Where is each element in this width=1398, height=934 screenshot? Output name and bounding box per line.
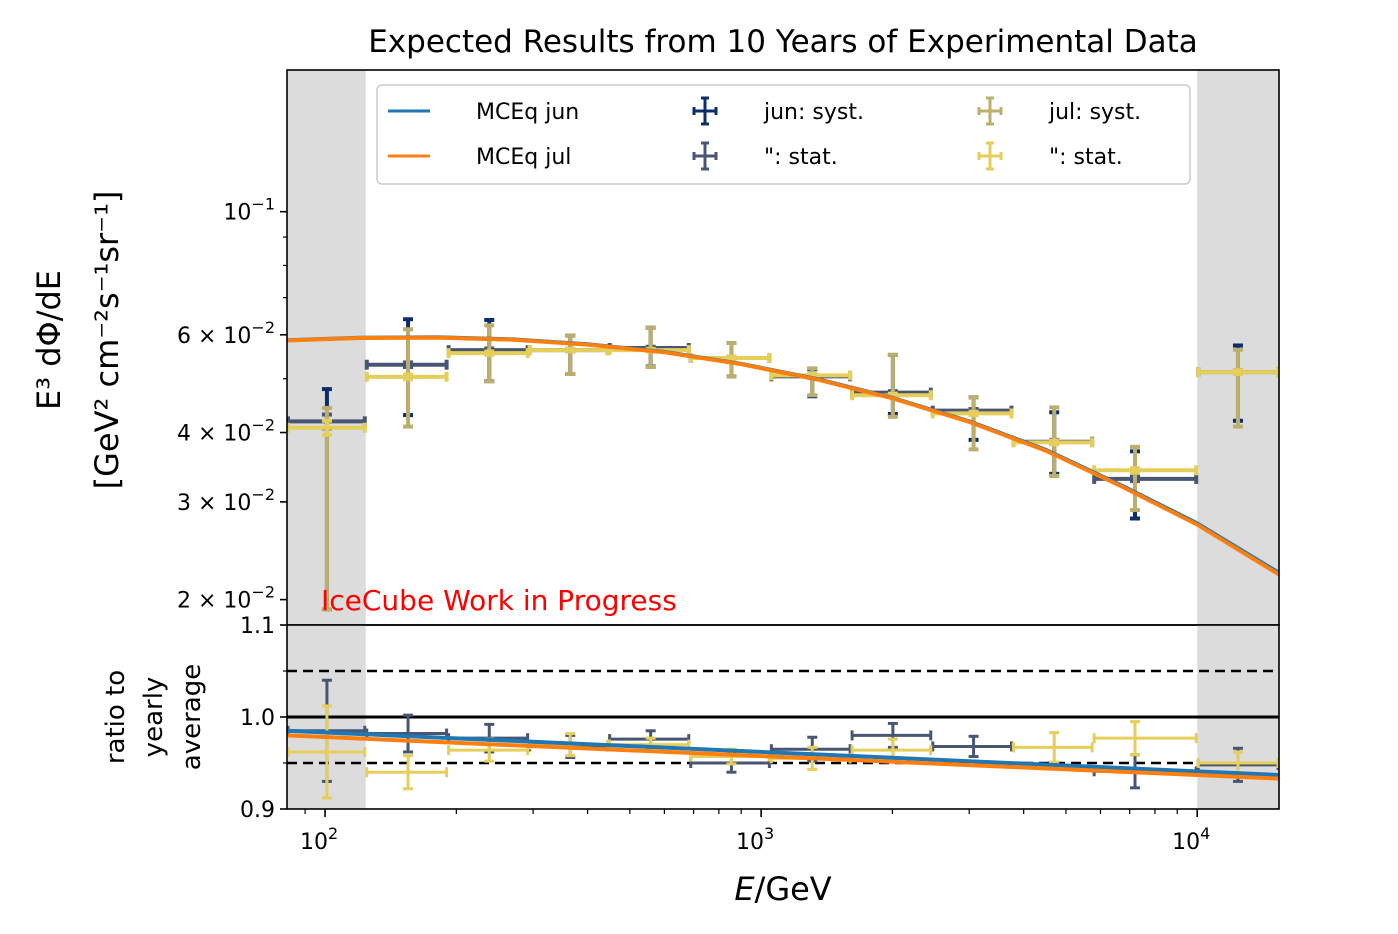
main-data <box>287 317 1279 612</box>
ratio-errorbar <box>931 734 1013 759</box>
ratio-y-label-line: average <box>177 664 207 770</box>
model-line-mceq-jul <box>287 335 1279 577</box>
y-tick-label: 3 × 10−2 <box>177 485 275 516</box>
ratio-data <box>287 669 1279 800</box>
legend-item: ": stat. <box>692 141 838 171</box>
x-tick-label: 102 <box>300 824 338 855</box>
legend-label: ": stat. <box>1049 145 1123 170</box>
ratio-frame <box>286 624 1280 810</box>
legend-item: ": stat. <box>977 141 1123 171</box>
legend-item: MCEq jul <box>388 145 571 170</box>
ratio-errorbar <box>287 704 367 800</box>
x-axis-label: E/GeV <box>734 870 831 908</box>
y-tick-label: 10−1 <box>223 195 275 226</box>
x-tick-label: 103 <box>736 824 774 855</box>
ratio-y-label-line: ratio to <box>101 670 131 764</box>
main-panel: 10−1 6 × 10−2 4 × 10−2 3 × 10−2 2 × 10−2 IceC… <box>177 69 1280 626</box>
stat-errorbar <box>850 390 933 401</box>
y-label-line1: E³ dΦ/dE <box>30 270 68 410</box>
legend-label: MCEq jun <box>476 100 579 125</box>
x-axis: 102 103 104 <box>300 809 1210 855</box>
y-tick-label: 4 × 10−2 <box>177 416 275 447</box>
y-tick-label: 2 × 10−2 <box>177 583 275 614</box>
chart-title: Expected Results from 10 Years of Experi… <box>368 24 1198 60</box>
legend-item: jul: syst. <box>977 96 1141 126</box>
syst-errorbar <box>1130 444 1141 513</box>
ratio-model-line <box>287 728 1279 777</box>
legend-item: jun: syst. <box>692 96 864 126</box>
legend-label: jun: syst. <box>763 100 864 125</box>
ratio-errorbar <box>1092 720 1198 757</box>
ratio-panel: 1.1 1.0 0.9 <box>240 614 1280 823</box>
stat-errorbar <box>287 418 367 437</box>
ratio-y-label-line: yearly <box>139 677 169 758</box>
watermark-annotation: IceCube Work in Progress <box>321 584 677 617</box>
ratio-errorbar <box>365 754 449 791</box>
stat-errorbar <box>364 371 449 382</box>
ratio-y-axis-label: ratio to yearly average <box>101 664 207 770</box>
syst-errorbar <box>887 352 898 419</box>
syst-errorbar <box>321 405 332 612</box>
stat-errorbar <box>1196 367 1279 378</box>
legend: MCEq jun MCEq jul jun: syst. ": stat. jul: s… <box>376 84 1191 185</box>
ratio-y-tick-label: 1.0 <box>240 706 275 731</box>
ratio-errorbar <box>1011 731 1094 764</box>
ratio-y-tick-label: 1.1 <box>240 614 275 639</box>
legend-item: MCEq jun <box>388 100 579 125</box>
x-tick-label: 104 <box>1172 824 1210 855</box>
y-label-line2: [GeV² cm⁻²s⁻¹sr⁻¹] <box>88 191 126 490</box>
ratio-errorbar <box>1196 750 1279 776</box>
ratio-y-tick-label: 0.9 <box>240 798 275 823</box>
legend-label: ": stat. <box>764 145 838 170</box>
ratio-model-line <box>287 733 1279 781</box>
legend-label: MCEq jul <box>476 145 571 170</box>
stat-errorbar <box>1092 465 1199 476</box>
main-y-axis-label: E³ dΦ/dE [GeV² cm⁻²s⁻¹sr⁻¹] <box>30 191 126 490</box>
legend-label: jul: syst. <box>1048 100 1141 125</box>
y-tick-label: 6 × 10−2 <box>177 318 275 349</box>
syst-errorbar <box>1232 347 1243 429</box>
